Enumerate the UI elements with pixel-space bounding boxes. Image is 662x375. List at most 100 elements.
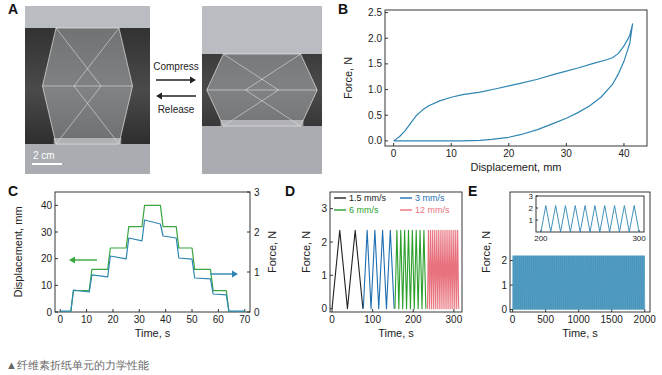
chart: 0102030405060700102030400123Time, sDispl… [8,183,278,339]
y2-tick [247,192,250,193]
x-tick-label: 70 [239,314,251,325]
marks [541,206,639,232]
y-tick [385,63,388,64]
y-tick-label: 1.0 [368,84,382,95]
y-tick [385,140,388,141]
origami-fold [207,54,317,126]
x-axis-label: Time, s [562,327,598,339]
marks [513,256,645,310]
x-tick [139,309,140,312]
x-tick-label: 500 [537,314,554,325]
y-axis-label: Displacement, mm [12,206,24,297]
arrow-head [69,257,75,264]
plot-frame [55,192,250,312]
origami [43,28,133,144]
x-tick-label: 0 [391,148,397,159]
plot-frame [536,196,644,232]
x-tick-label: 0 [510,314,516,325]
panel-letter: A [8,1,18,17]
x-tick [566,143,567,146]
y-axis-label: Force, N [342,57,354,99]
press-plate [202,126,322,174]
y2-tick [247,272,250,273]
chart: 0102030400.00.51.01.52.02.5Displacement,… [338,1,647,173]
series-line [395,230,426,308]
y-axis-label: Force, N [300,231,312,273]
x-tick-label: 0 [329,314,335,325]
y2-tick [247,312,250,313]
y-tick [385,38,388,39]
legend-label: 6 mm/s [349,205,379,215]
series-line [541,206,639,232]
x-tick [623,143,624,146]
y-tick [55,285,58,286]
y-tick-label: 30 [41,227,53,238]
y2-tick-label: 2 [254,227,260,238]
y-tick [55,232,58,233]
arrow-shaft [156,79,192,80]
x-tick [413,309,414,312]
x-tick-label: 1000 [568,314,591,325]
origami-fold [43,28,133,144]
scale-bar [32,163,62,165]
x-tick-label: 60 [213,314,225,325]
y-tick-label: 0 [321,303,327,314]
x-tick-label: 50 [186,314,198,325]
legend-swatch [334,197,346,198]
y-tick-label: 0 [501,304,507,315]
x-tick-label: 40 [618,148,630,159]
series-line [394,24,633,141]
x-tick [112,309,113,312]
y-tick [55,312,58,313]
x-tick [165,309,166,312]
y-tick-label: 2.5 [368,7,382,18]
x-tick [508,143,509,146]
series-line [363,230,394,308]
x-tick-label: 300 [446,314,463,325]
press-plate [25,144,150,174]
panel-letter: B [338,1,348,17]
press-plate [202,6,322,54]
y-tick [330,242,333,243]
y-tick [385,12,388,13]
series-line [513,256,645,310]
x-tick-label: 200 [534,234,548,243]
origami [207,54,317,126]
legend-label: 12 mm/s [415,205,450,215]
origami-base [54,138,122,144]
series-line [332,230,363,308]
plot-frame [385,10,647,146]
y2-tick-label: 3 [254,187,260,198]
series-line [60,220,244,311]
x-tick-label: 300 [632,234,646,243]
y-tick-label: 1 [321,270,327,281]
x-tick [86,309,87,312]
plot-frame [330,192,462,312]
y-tick [55,258,58,259]
photo [202,6,322,174]
x-tick [192,309,193,312]
y2-tick-label: 0 [254,307,260,318]
marks [394,24,633,141]
x-tick [451,143,452,146]
y-tick-label: 1 [501,280,507,291]
caption: ▲纤维素折纸单元的力学性能 [6,359,149,371]
y-tick [510,260,513,261]
chart: 200 300 1 2 3 [529,192,647,243]
arrow-head [232,271,238,278]
marks [60,205,244,312]
marks [332,230,459,308]
x-tick-label: 20 [107,314,119,325]
y-tick-label: 0.5 [368,110,382,121]
arrow-head [190,77,196,84]
scale-bar-label: 2 cm [33,150,55,161]
y-tick-label: 1 [529,216,534,225]
x-axis-label: Displacement, mm [470,161,561,173]
y-tick-label: 1.5 [368,58,382,69]
x-tick-label: 100 [364,314,381,325]
y-tick-label: 3 [529,192,534,201]
x-tick [393,143,394,146]
y-tick-label: 2 [529,204,534,213]
compress-label: Compress [153,61,199,72]
x-tick-label: 0 [57,314,63,325]
